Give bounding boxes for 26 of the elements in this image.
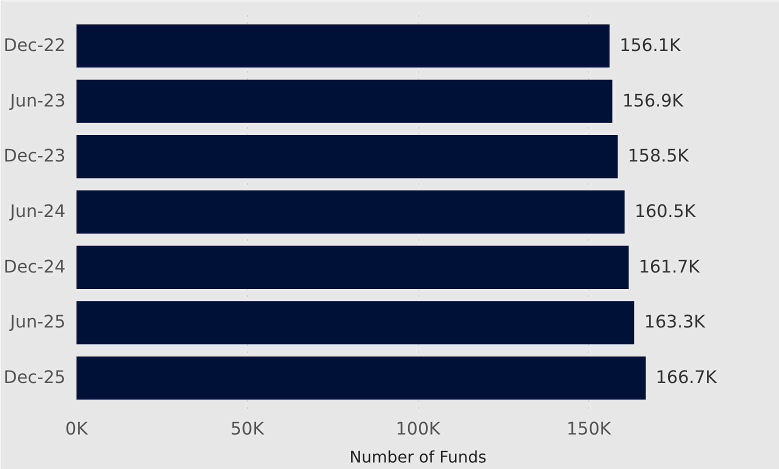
y-tick-label: Dec-23 (4, 146, 66, 167)
y-tick-label: Dec-25 (4, 368, 66, 388)
data-label: 161.7K (638, 257, 700, 278)
data-label: 156.9K (622, 91, 684, 112)
x-axis-title: Number of Funds (350, 448, 486, 466)
y-tick-label: Jun-24 (9, 202, 66, 222)
bar (76, 80, 612, 123)
y-tick-label: Jun-23 (9, 91, 66, 112)
data-label: 158.5K (628, 146, 690, 167)
y-tick-label: Jun-25 (9, 312, 66, 333)
bar (76, 135, 618, 178)
x-tick-label: 0K (65, 420, 88, 440)
data-label: 156.1K (620, 36, 682, 56)
y-tick-label: Dec-24 (4, 257, 66, 278)
data-label: 166.7K (656, 368, 718, 388)
bar (76, 301, 634, 344)
y-tick-label: Dec-22 (4, 36, 66, 56)
bar (76, 190, 625, 234)
x-tick-label: 50K (230, 420, 265, 440)
bar (76, 24, 610, 68)
data-label: 160.5K (634, 202, 696, 222)
bar (76, 246, 629, 289)
data-label: 163.3K (644, 312, 706, 333)
x-tick-label: 150K (566, 420, 612, 440)
x-tick-label: 100K (396, 420, 441, 440)
bar (76, 356, 646, 400)
